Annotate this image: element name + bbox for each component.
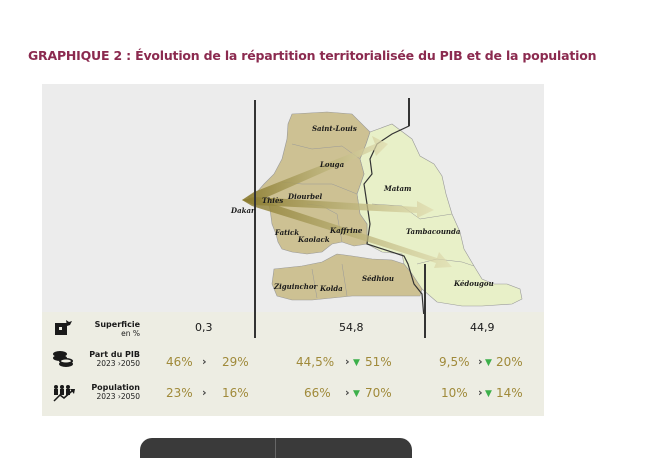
pop-zone1-2050: 16%	[222, 386, 249, 400]
label-sedhiou: Sédhiou	[362, 274, 394, 283]
superficie-zone1: 0,3	[195, 321, 213, 334]
chart-title: GRAPHIQUE 2 : Évolution de la répartitio…	[28, 48, 597, 63]
pop-zone3-2050: 14%	[496, 386, 523, 400]
bottom-button-bar	[140, 438, 412, 458]
superficie-zone3: 44,9	[470, 321, 495, 334]
pib-zone3-up-icon: ▼	[485, 358, 492, 368]
label-thies: Thiès	[262, 196, 284, 205]
zone-divider-2-top	[408, 98, 410, 126]
pop-zone2-2050: 70%	[365, 386, 392, 400]
zone2-south-region	[271, 253, 423, 301]
population-label-text: Population	[91, 383, 140, 392]
label-kolda: Kolda	[320, 284, 343, 293]
pib-zone2-2023: 44,5%	[296, 355, 335, 369]
pib-label: Part du PIB 2023 ›2050	[78, 350, 140, 368]
superficie-label-text: Superficie	[94, 320, 140, 329]
zone-divider-1	[254, 100, 256, 338]
label-kaffrine: Kaffrine	[330, 226, 363, 235]
pib-zone2-2050: 51%	[365, 355, 392, 369]
bottom-button-right[interactable]	[276, 438, 412, 458]
pib-zone1-2050: 29%	[222, 355, 249, 369]
superficie-unit: en %	[121, 329, 140, 338]
pop-zone1-2023: 23%	[166, 386, 193, 400]
pib-zone1-2023: 46%	[166, 355, 193, 369]
pib-zone2-arrow: ›	[345, 355, 350, 368]
label-matam: Matam	[384, 184, 412, 193]
senegal-map	[242, 98, 523, 314]
pib-zone2-up-icon: ▼	[353, 358, 360, 368]
pop-zone2-arrow: ›	[345, 386, 350, 399]
label-dakar: Dakar	[231, 206, 255, 215]
label-fatick: Fatick	[275, 228, 300, 237]
label-diourbel: Diourbel	[288, 192, 323, 201]
population-label: Population 2023 ›2050	[78, 383, 140, 401]
pib-zone3-2023: 9,5%	[439, 355, 470, 369]
zone2-north-region	[247, 111, 371, 255]
superficie-zone2: 54,8	[339, 321, 364, 334]
bottom-button-left[interactable]	[140, 438, 276, 458]
population-growth-icon	[53, 385, 75, 402]
coins-icon	[53, 351, 73, 367]
pop-zone3-arrow: ›	[478, 386, 483, 399]
pop-zone3-2023: 10%	[441, 386, 468, 400]
label-tambacounda: Tambacounda	[406, 227, 461, 236]
pop-zone2-2023: 66%	[304, 386, 331, 400]
pop-zone1-arrow: ›	[202, 386, 207, 399]
pib-zone3-arrow: ›	[478, 355, 483, 368]
area-puzzle-icon	[55, 320, 72, 335]
zone-divider-2-bottom	[424, 264, 426, 338]
superficie-label: Superficie en %	[78, 320, 140, 338]
data-table-background	[42, 312, 544, 416]
pib-years: 2023 ›2050	[96, 359, 140, 368]
pib-zone3-2050: 20%	[496, 355, 523, 369]
label-ziguinchor: Ziguinchor	[274, 282, 318, 291]
pib-label-text: Part du PIB	[89, 350, 140, 359]
label-kedougou: Kédougou	[454, 279, 494, 288]
label-saint-louis: Saint-Louis	[312, 124, 357, 133]
pop-zone2-up-icon: ▼	[353, 389, 360, 399]
pib-zone1-arrow: ›	[202, 355, 207, 368]
label-kaolack: Kaolack	[298, 235, 330, 244]
chart-panel: Saint-Louis Louga Matam Thiès Diourbel D…	[42, 84, 544, 416]
population-years: 2023 ›2050	[96, 392, 140, 401]
label-louga: Louga	[320, 160, 345, 169]
pop-zone3-up-icon: ▼	[485, 389, 492, 399]
